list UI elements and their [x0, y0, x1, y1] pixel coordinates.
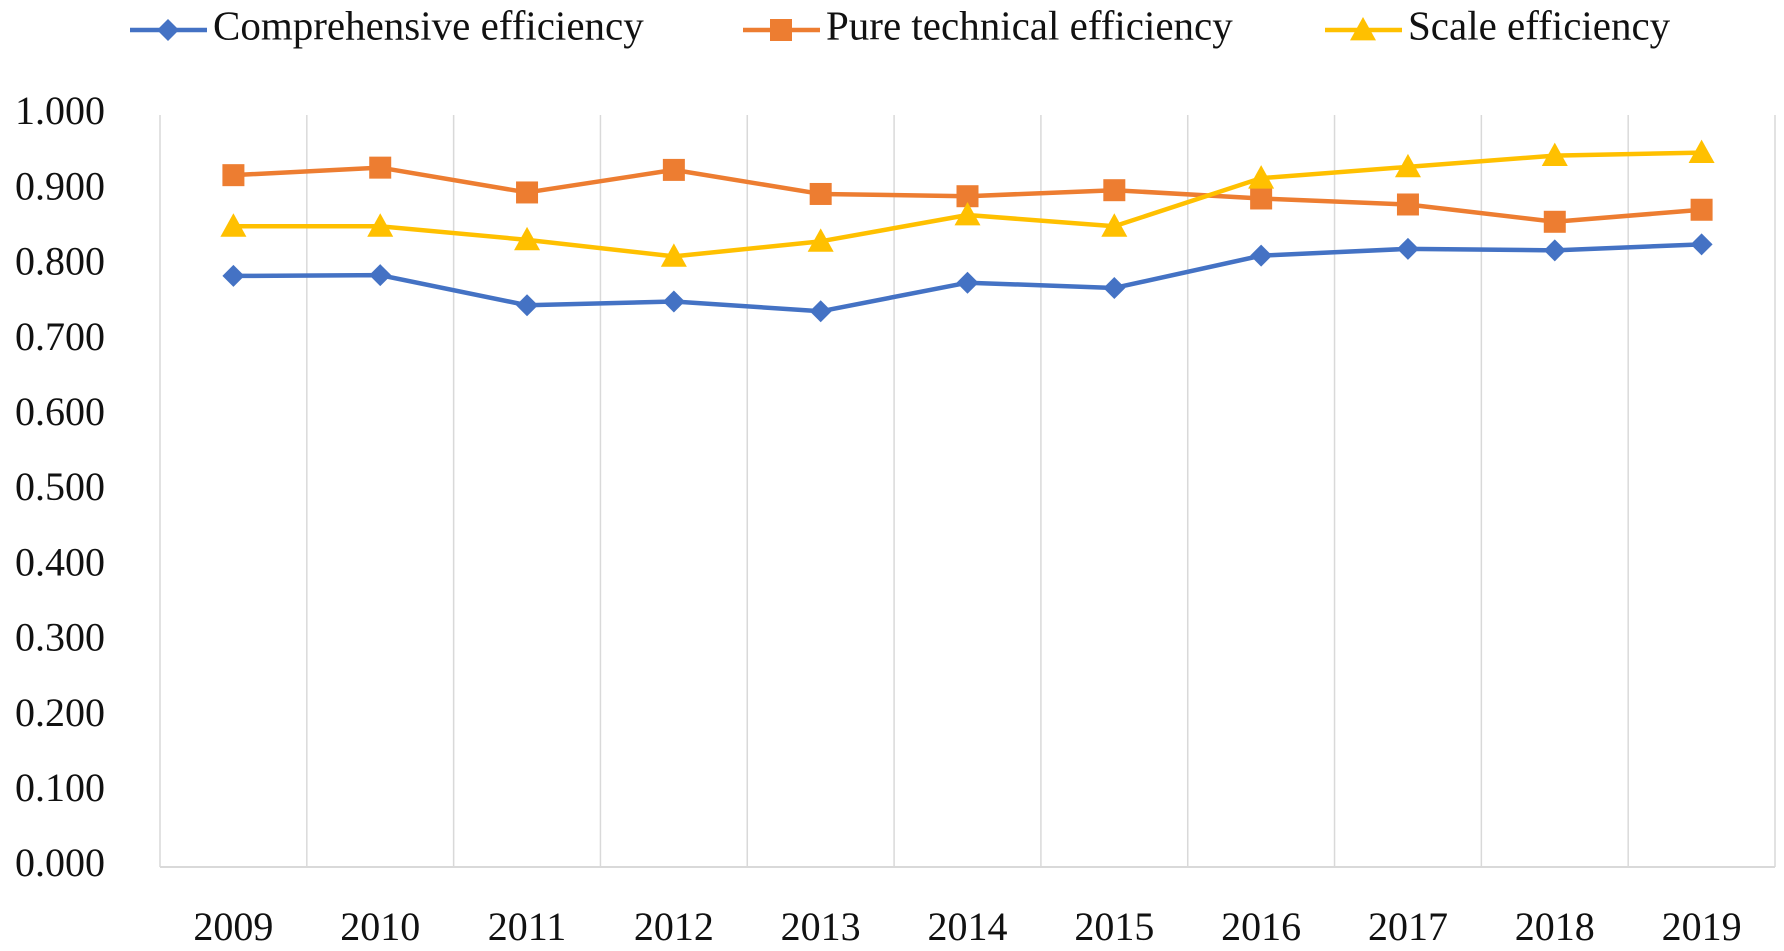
y-tick-label: 0.000 — [15, 840, 105, 885]
y-tick-label: 0.300 — [15, 615, 105, 660]
data-point-scale-efficiency — [1688, 139, 1715, 163]
legend-marker-square — [770, 19, 792, 41]
y-tick-label: 0.100 — [15, 765, 105, 810]
data-point-pure-technical-efficiency — [516, 181, 539, 204]
data-point-comprehensive-efficiency — [1690, 233, 1713, 256]
data-point-scale-efficiency — [514, 226, 541, 251]
x-tick-label: 2009 — [193, 904, 273, 949]
legend-item-pure-technical-efficiency: Pure technical efficiency — [743, 2, 1233, 48]
data-point-comprehensive-efficiency — [956, 271, 979, 294]
y-axis: 0.000 0.100 0.200 0.300 0.400 0.500 0.600 0.700… — [15, 88, 105, 885]
data-point-scale-efficiency — [367, 213, 394, 237]
data-point-pure-technical-efficiency — [662, 158, 685, 181]
x-tick-label: 2011 — [488, 904, 567, 949]
x-axis: 2009 2010 2011 2012 2013 2014 2015 2016 2017 2018… — [160, 866, 1775, 949]
data-point-pure-technical-efficiency — [1690, 198, 1713, 221]
x-tick-label: 2010 — [340, 904, 420, 949]
x-tick-label: 2013 — [781, 904, 861, 949]
data-point-pure-technical-efficiency — [809, 182, 832, 205]
data-point-comprehensive-efficiency — [1103, 276, 1126, 299]
data-point-scale-efficiency — [1248, 165, 1275, 189]
x-tick-label: 2012 — [634, 904, 714, 949]
x-tick-label: 2015 — [1074, 904, 1154, 949]
data-point-pure-technical-efficiency — [369, 156, 392, 179]
series-pure-technical-efficiency — [222, 156, 1713, 233]
data-point-scale-efficiency — [1101, 213, 1128, 237]
data-point-comprehensive-efficiency — [222, 264, 245, 287]
y-tick-label: 0.800 — [15, 239, 105, 284]
series-comprehensive-efficiency — [222, 233, 1713, 323]
y-tick-label: 0.900 — [15, 163, 105, 208]
data-point-pure-technical-efficiency — [1103, 179, 1126, 202]
data-point-comprehensive-efficiency — [369, 264, 392, 287]
legend-label: Comprehensive efficiency — [213, 2, 644, 48]
x-tick-label: 2016 — [1221, 904, 1301, 949]
x-tick-label: 2018 — [1515, 904, 1595, 949]
data-point-scale-efficiency — [1541, 142, 1568, 167]
series-scale-efficiency — [220, 139, 1715, 267]
y-tick-label: 1.000 — [15, 88, 105, 133]
data-point-comprehensive-efficiency — [1250, 244, 1273, 267]
data-point-pure-technical-efficiency — [1250, 187, 1273, 210]
data-point-pure-technical-efficiency — [956, 185, 979, 208]
x-tick-label: 2017 — [1368, 904, 1448, 949]
y-tick-label: 0.700 — [15, 314, 105, 359]
legend-marker-triangle — [1350, 17, 1376, 41]
data-point-pure-technical-efficiency — [1543, 210, 1566, 233]
grid — [159, 115, 1776, 867]
data-point-comprehensive-efficiency — [1396, 237, 1419, 260]
plot-area — [220, 139, 1715, 323]
data-point-comprehensive-efficiency — [662, 290, 685, 313]
y-tick-label: 0.200 — [15, 690, 105, 735]
data-point-scale-efficiency — [660, 243, 687, 267]
data-point-pure-technical-efficiency — [222, 164, 245, 187]
x-tick-label: 2014 — [928, 904, 1008, 949]
chart-legend: Comprehensive efficiency Pure technical e… — [130, 2, 1671, 48]
y-tick-label: 0.500 — [15, 464, 105, 509]
data-point-pure-technical-efficiency — [1396, 193, 1419, 216]
y-tick-label: 0.400 — [15, 539, 105, 584]
y-tick-label: 0.600 — [15, 389, 105, 434]
x-tick-label: 2019 — [1662, 904, 1742, 949]
data-point-scale-efficiency — [1394, 153, 1421, 178]
data-point-scale-efficiency — [807, 228, 834, 252]
data-point-scale-efficiency — [954, 202, 981, 226]
data-point-scale-efficiency — [220, 213, 247, 237]
data-point-comprehensive-efficiency — [516, 294, 539, 317]
data-point-comprehensive-efficiency — [1543, 239, 1566, 262]
data-point-comprehensive-efficiency — [809, 300, 832, 323]
legend-label: Pure technical efficiency — [826, 2, 1233, 48]
legend-marker-diamond — [157, 19, 179, 41]
legend-label: Scale efficiency — [1408, 2, 1671, 48]
legend-item-comprehensive-efficiency: Comprehensive efficiency — [130, 2, 644, 48]
legend-item-scale-efficiency: Scale efficiency — [1325, 2, 1671, 48]
